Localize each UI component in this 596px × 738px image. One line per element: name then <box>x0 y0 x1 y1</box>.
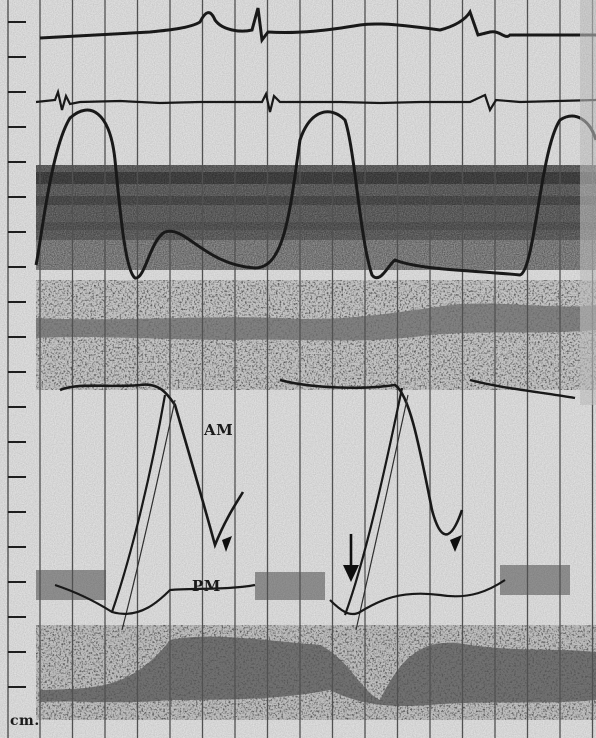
am-label: AM <box>204 421 234 439</box>
pm-label: PM <box>192 577 221 595</box>
scale-unit-label: cm. <box>10 713 40 729</box>
